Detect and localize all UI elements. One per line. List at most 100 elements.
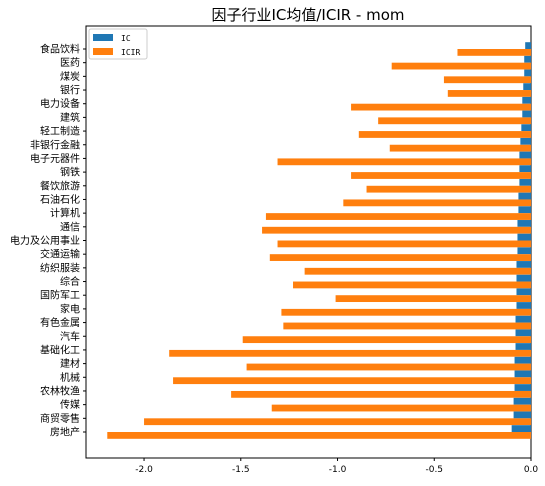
x-tick-label-2: -1.0 <box>329 465 347 475</box>
y-tick-label-10: 餐饮旅游 <box>40 179 80 192</box>
y-tick-label-0: 食品饮料 <box>40 43 80 56</box>
bar-ic-5 <box>522 111 531 118</box>
y-tick-label-4: 电力设备 <box>40 97 80 110</box>
y-tick-label-12: 计算机 <box>50 207 80 220</box>
legend-swatch-ic <box>93 34 113 41</box>
bar-icir-27 <box>144 418 531 425</box>
bar-icir-11 <box>343 199 531 206</box>
bar-icir-14 <box>278 241 531 248</box>
y-tick-label-8: 电子元器件 <box>30 152 80 165</box>
bar-ic-28 <box>512 425 531 432</box>
bar-icir-7 <box>390 145 531 152</box>
bar-icir-18 <box>336 295 531 302</box>
y-tick-label-28: 房地产 <box>50 426 80 439</box>
bar-icir-13 <box>262 227 531 234</box>
x-ticks: -2.0 -1.5 -1.0 -0.5 0.0 <box>135 458 538 475</box>
bar-ic-3 <box>523 83 531 90</box>
bar-ic-4 <box>522 97 531 104</box>
legend-swatch-icir <box>93 48 113 55</box>
legend-label-icir: ICIR <box>121 48 140 57</box>
y-tick-label-15: 交通运输 <box>40 248 80 261</box>
bar-ic-25 <box>515 384 531 391</box>
bar-icir-12 <box>266 213 531 220</box>
bar-ic-27 <box>514 412 531 419</box>
y-tick-label-19: 家电 <box>60 302 80 315</box>
bar-icir-28 <box>107 432 531 439</box>
x-tick-label-1: -1.5 <box>232 465 250 475</box>
bar-icir-9 <box>351 172 531 179</box>
bar-ic-18 <box>516 288 531 295</box>
y-tick-label-1: 医药 <box>60 57 80 69</box>
y-tick-label-7: 非银行金融 <box>30 138 80 151</box>
bar-icir-6 <box>359 131 531 138</box>
bar-ic-11 <box>518 193 531 200</box>
bar-icir-5 <box>378 117 531 124</box>
x-tick-label-4: 0.0 <box>524 465 539 475</box>
y-tick-label-16: 纺织服装 <box>40 261 80 274</box>
bar-icir-4 <box>351 104 531 111</box>
bar-icir-1 <box>392 63 531 70</box>
y-tick-label-6: 轻工制造 <box>40 125 80 138</box>
y-tick-label-18: 国防军工 <box>40 289 80 302</box>
y-tick-label-23: 建材 <box>60 357 80 370</box>
y-tick-label-13: 通信 <box>60 221 80 233</box>
chart-title: 因子行业IC均值/ICIR - mom <box>211 6 404 24</box>
y-tick-label-24: 机械 <box>60 371 80 384</box>
bar-ic-2 <box>524 70 531 77</box>
bar-icir-2 <box>444 76 531 83</box>
bar-ic-6 <box>521 124 531 131</box>
bar-icir-15 <box>270 254 531 261</box>
bar-ic-17 <box>516 275 531 282</box>
bar-ic-13 <box>517 220 531 227</box>
y-tick-label-26: 传媒 <box>60 399 80 411</box>
bar-icir-3 <box>448 90 531 97</box>
bar-icir-16 <box>305 268 531 275</box>
bar-ic-9 <box>519 165 531 172</box>
bar-ic-20 <box>516 316 531 323</box>
bar-icir-23 <box>247 364 531 371</box>
bar-ic-16 <box>516 261 531 268</box>
bar-ic-19 <box>516 302 531 309</box>
bar-ic-1 <box>524 56 531 63</box>
y-tick-label-27: 商贸零售 <box>40 412 80 425</box>
bar-ic-22 <box>516 343 531 350</box>
y-tick-label-2: 煤炭 <box>60 70 80 83</box>
bar-icir-21 <box>243 336 531 343</box>
bars-group <box>107 42 531 439</box>
y-tick-labels: 食品饮料医药煤炭银行电力设备建筑轻工制造非银行金融电子元器件钢铁餐饮旅游石油石化… <box>10 43 86 439</box>
bar-ic-0 <box>525 42 531 49</box>
bar-icir-10 <box>367 186 531 193</box>
y-tick-label-20: 有色金属 <box>40 316 80 329</box>
bar-icir-20 <box>283 323 531 330</box>
bar-ic-14 <box>517 234 531 241</box>
bar-ic-8 <box>519 152 531 159</box>
y-tick-label-3: 银行 <box>60 84 80 97</box>
bar-icir-17 <box>293 282 531 289</box>
y-tick-label-11: 石油石化 <box>40 193 80 206</box>
bar-ic-12 <box>518 206 531 213</box>
legend: IC ICIR <box>89 29 147 59</box>
y-tick-label-14: 电力及公用事业 <box>10 234 80 247</box>
bar-ic-7 <box>520 138 531 145</box>
y-tick-label-22: 基础化工 <box>40 343 80 356</box>
bar-ic-24 <box>515 370 531 377</box>
bar-icir-22 <box>169 350 531 357</box>
bar-icir-25 <box>231 391 531 398</box>
y-tick-label-21: 汽车 <box>60 330 80 343</box>
bar-ic-21 <box>516 329 531 336</box>
bar-icir-19 <box>281 309 531 316</box>
x-tick-label-3: -0.5 <box>425 465 443 475</box>
bar-icir-0 <box>457 49 531 56</box>
y-tick-label-17: 综合 <box>60 275 80 288</box>
bar-ic-26 <box>514 398 531 405</box>
bar-icir-24 <box>173 377 531 384</box>
y-tick-label-5: 建筑 <box>60 111 80 124</box>
bar-icir-26 <box>272 405 531 412</box>
x-tick-label-0: -2.0 <box>135 465 153 475</box>
bar-icir-8 <box>278 158 531 165</box>
bar-ic-23 <box>515 357 531 364</box>
legend-label-ic: IC <box>121 34 131 43</box>
y-tick-label-25: 农林牧渔 <box>40 384 80 397</box>
